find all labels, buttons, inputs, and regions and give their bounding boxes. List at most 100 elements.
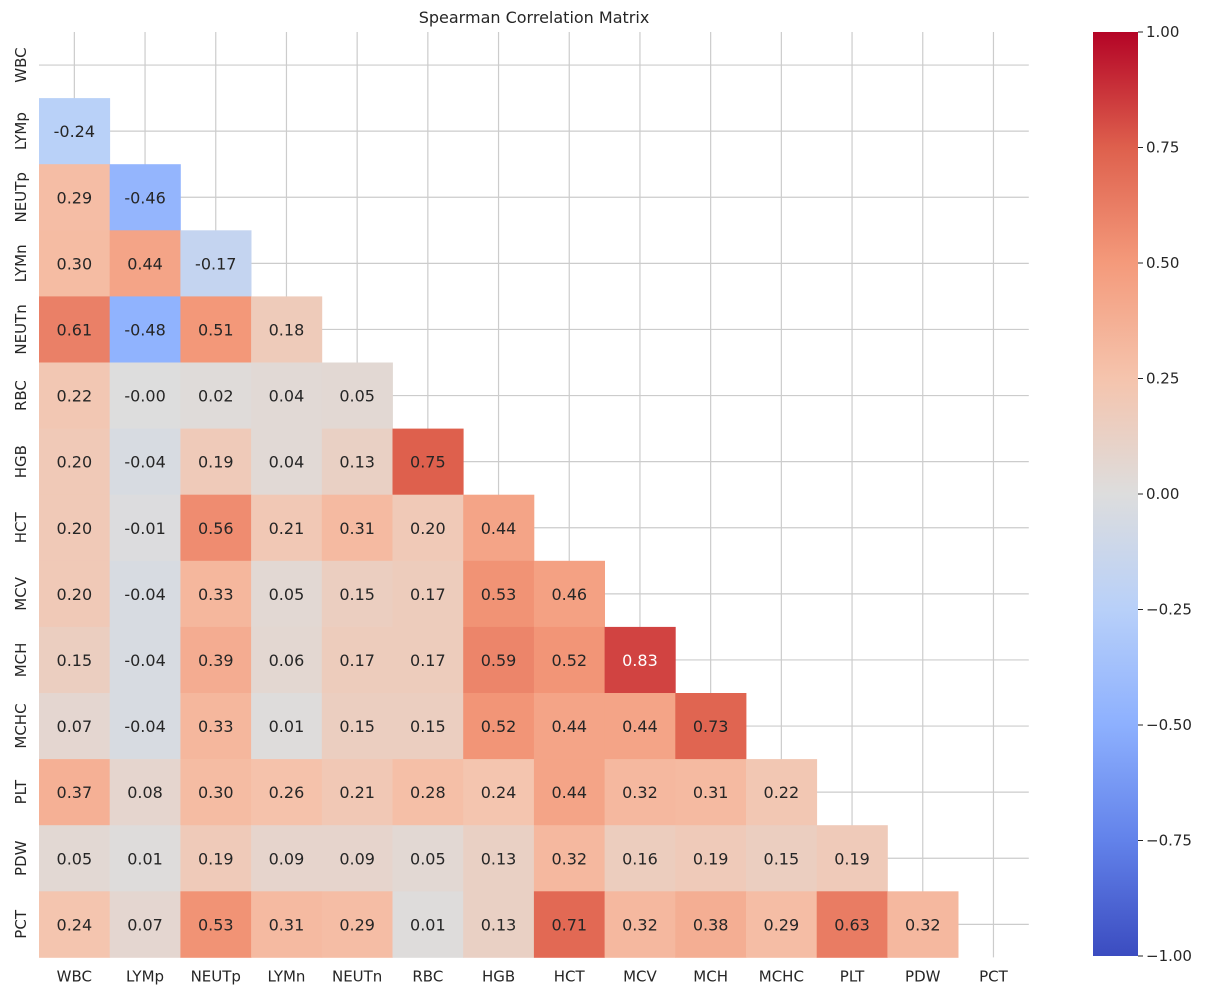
colorbar-tick-label: −0.50 [1146, 716, 1192, 734]
cell-value-label: 0.31 [693, 783, 729, 802]
cell-value-label: 0.71 [551, 915, 587, 934]
cell-value-label: 0.52 [481, 717, 517, 736]
x-tick-label: MCH [693, 967, 728, 985]
y-tick-label: LYMp [12, 112, 30, 150]
cell-value-label: 0.59 [481, 651, 517, 670]
x-tick-label: RBC [412, 967, 443, 985]
heatmap-cell [392, 560, 464, 628]
cell-value-label: 0.20 [410, 519, 446, 538]
heatmap-cell [392, 759, 464, 826]
cell-value-label: -0.04 [124, 651, 165, 670]
heatmap-cell [321, 428, 393, 496]
cell-value-label: 0.02 [198, 387, 234, 406]
heatmap-cell [251, 494, 323, 562]
heatmap-cell [39, 759, 111, 826]
heatmap-cell [251, 560, 323, 628]
heatmap-cell [533, 693, 605, 760]
cell-value-label: 0.04 [269, 453, 305, 472]
y-tick-label: RBC [12, 380, 30, 411]
heatmap-cell [39, 362, 111, 429]
cell-value-label: 0.53 [481, 585, 517, 604]
heatmap-cell [463, 560, 535, 628]
heatmap-cell [39, 560, 111, 628]
heatmap-cell [604, 825, 676, 892]
cell-value-label: 0.29 [57, 188, 93, 207]
cell-value-label: 0.15 [764, 849, 800, 868]
cell-value-label: 0.17 [339, 651, 375, 670]
cell-value-label: 0.52 [551, 651, 587, 670]
x-tick-label: NEUTn [332, 967, 382, 985]
heatmap-cell [746, 891, 818, 958]
cell-value-label: 0.33 [198, 717, 234, 736]
colorbar-tick-label: −0.25 [1146, 601, 1192, 619]
heatmap-cell [180, 759, 252, 826]
heatmap-cell [180, 560, 252, 628]
heatmap-cell [109, 825, 181, 892]
heatmap-cell [251, 825, 323, 892]
cell-value-label: -0.04 [124, 585, 165, 604]
heatmap-cell [39, 891, 111, 958]
x-tick-label: WBC [57, 967, 92, 985]
cell-value-label: 0.56 [198, 519, 234, 538]
x-tick-label: LYMp [126, 967, 164, 985]
cell-value-label: 0.75 [410, 453, 446, 472]
cell-value-label: 0.31 [339, 519, 375, 538]
heatmap-cell [463, 759, 535, 826]
heatmap-cell [321, 825, 393, 892]
heatmap-cell [180, 891, 252, 958]
heatmap-cell [604, 759, 676, 826]
cell-value-label: 0.44 [551, 783, 587, 802]
heatmap-cell [180, 296, 252, 363]
cell-value-label: -0.00 [124, 387, 165, 406]
heatmap-cell [533, 759, 605, 826]
cell-value-label: 0.20 [57, 453, 93, 472]
heatmap-cell [109, 164, 181, 231]
cell-value-label: 0.46 [551, 585, 587, 604]
heatmap-cell [39, 693, 111, 760]
y-tick-label: HGB [12, 445, 30, 478]
heatmap-cell [109, 362, 181, 429]
heatmap-cell [533, 891, 605, 958]
heatmap-cell [109, 759, 181, 826]
heatmap-cell [321, 891, 393, 958]
cell-value-label: 0.32 [905, 915, 941, 934]
cell-value-label: 0.20 [57, 585, 93, 604]
cell-value-label: 0.33 [198, 585, 234, 604]
cell-value-label: 0.01 [410, 915, 446, 934]
cell-value-label: 0.73 [693, 717, 729, 736]
y-tick-label: HCT [12, 511, 30, 543]
heatmap-cell [604, 891, 676, 958]
y-tick-label: PLT [12, 779, 30, 804]
cell-value-label: 0.05 [57, 849, 93, 868]
heatmap-cell [463, 891, 535, 958]
heatmap-cell [463, 626, 535, 694]
heatmap-cell [39, 494, 111, 562]
heatmap-cell [392, 825, 464, 892]
x-tick-label: HGB [482, 967, 515, 985]
x-tick-label: MCV [623, 967, 657, 985]
cell-value-label: 0.44 [127, 254, 163, 273]
cell-value-label: 0.16 [622, 849, 658, 868]
heatmap-cells: -0.24 0.29 -0.46 0.30 0.44 -0.17 0.61 -0.48 0.51… [39, 98, 959, 958]
heatmap-cell [816, 825, 888, 892]
heatmap-cell [251, 296, 323, 363]
cell-value-label: 0.04 [269, 387, 305, 406]
heatmap-cell [321, 494, 393, 562]
heatmap-cell [180, 626, 252, 694]
heatmap-cell [39, 825, 111, 892]
colorbar-tick-label: 0.75 [1146, 139, 1179, 157]
cell-value-label: -0.04 [124, 717, 165, 736]
heatmap-cell [251, 362, 323, 429]
heatmap-cell [463, 825, 535, 892]
cell-value-label: 0.01 [269, 717, 305, 736]
heatmap-cell [109, 891, 181, 958]
cell-value-label: -0.17 [195, 254, 236, 273]
cell-value-label: 0.44 [551, 717, 587, 736]
y-tick-label: NEUTn [12, 304, 30, 354]
y-tick-label: WBC [12, 47, 30, 82]
colorbar: 1.00 0.75 0.50 0.25 0.00 −0.25 −0.50 −0.75 −1.00 [1093, 23, 1192, 965]
heatmap-cell [321, 693, 393, 760]
cell-value-label: 0.19 [834, 849, 870, 868]
cell-value-label: 0.19 [198, 849, 234, 868]
colorbar-gradient [1093, 32, 1138, 956]
